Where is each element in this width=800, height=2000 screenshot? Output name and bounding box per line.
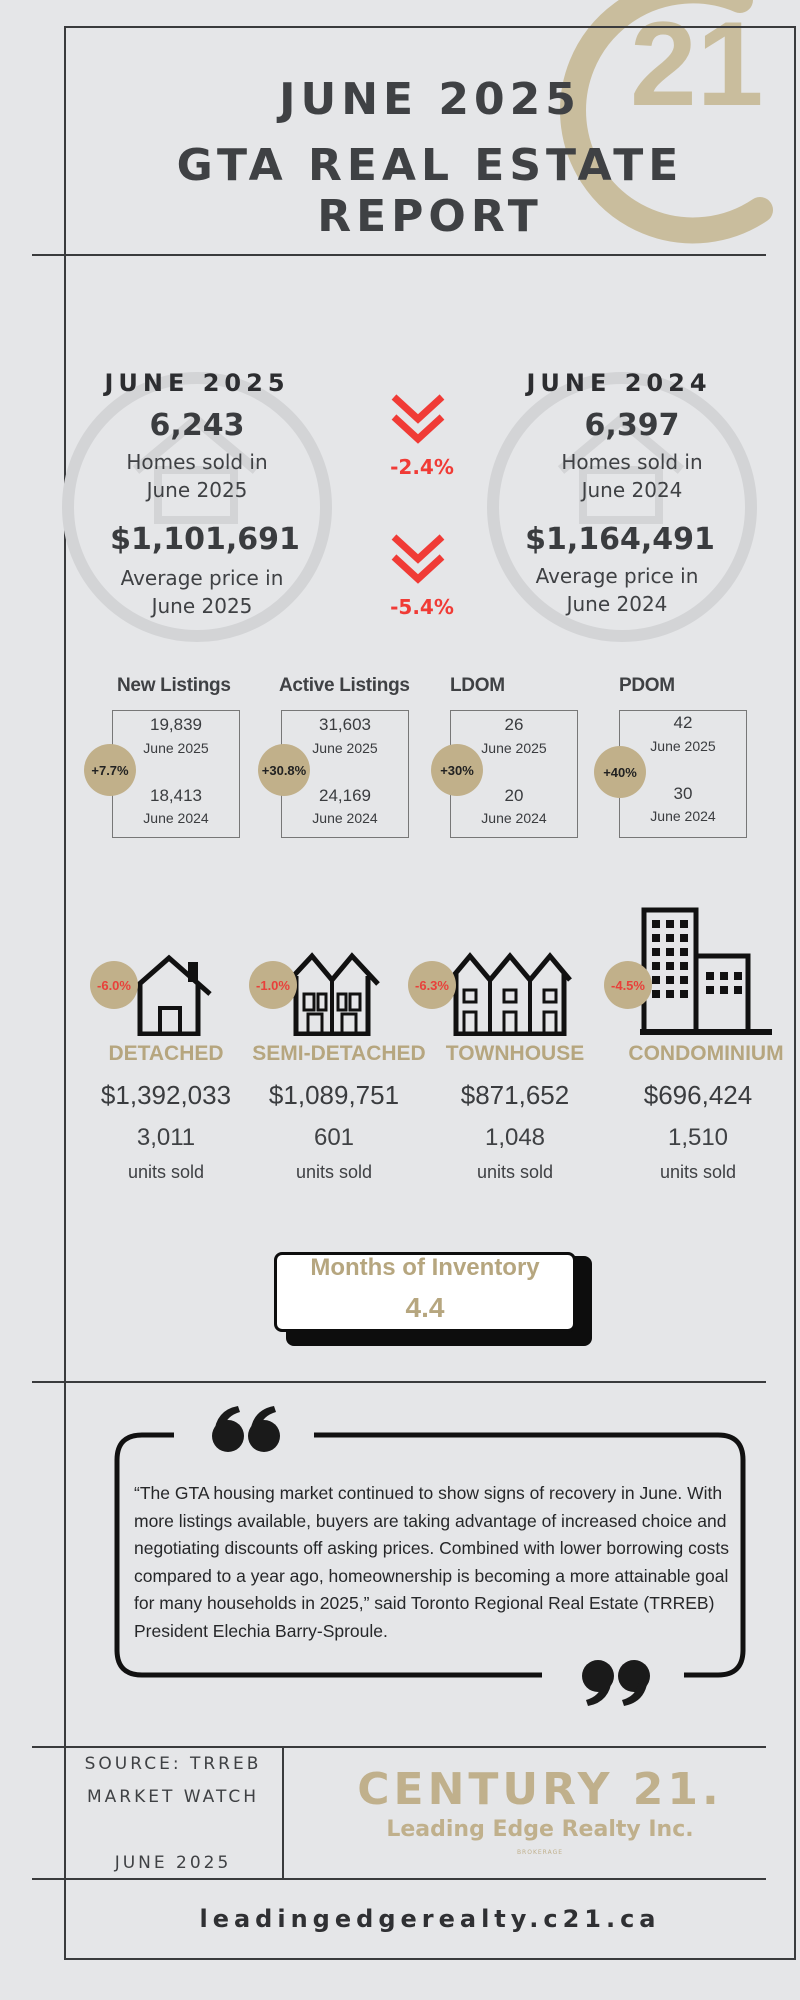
previous-price-label: Average price in [535,564,699,588]
stat-change-badge: +7.7% [84,744,136,796]
stat-date-current: June 2025 [650,738,716,754]
property-avg-price: $696,424 [643,1080,753,1110]
source-date: JUNE 2025 [114,1853,232,1873]
century21-seal-watermark: 21 [560,0,773,244]
stat-change-badge: +40% [594,746,646,798]
stat-value-previous: 18,413 [150,786,202,805]
divider-header [32,254,766,256]
quote-line: “The GTA housing market continued to sho… [134,1483,723,1503]
divider-footer-bottom [32,1878,766,1880]
semi-detached-change-badge: -1.0% [249,961,297,1009]
quote-text: “The GTA housing market continued to sho… [134,1480,734,1645]
source-line-2: MARKET WATCH [86,1787,260,1807]
inventory-label: Months of Inventory [310,1254,540,1281]
semi-detached-house-icon [284,952,380,1036]
property-type-label: CONDOMINIUM [628,1042,784,1065]
previous-price-label-date: June 2024 [566,592,668,616]
inventory-value: 4.4 [405,1292,445,1323]
stat-change-badge: +30% [431,744,483,796]
stat-value-current: 19,839 [150,715,202,734]
stat-date-current: June 2025 [481,740,547,756]
property-type-label: TOWNHOUSE [445,1042,585,1065]
stat-date-previous: June 2024 [650,808,716,824]
divider-footer-vertical [282,1748,284,1878]
open-quote-icon [212,1406,280,1452]
property-units-sold: 601 [313,1124,355,1151]
previous-homes-label-date: June 2024 [581,478,683,502]
property-units-sold: 3,011 [136,1124,196,1151]
chevron-down-icon [391,394,445,444]
property-units-label: units sold [127,1162,205,1182]
property-units-sold: 1,048 [484,1124,546,1151]
stat-date-previous: June 2024 [481,810,547,826]
stat-change-badge: +30.8% [258,744,310,796]
property-units-label: units sold [295,1162,373,1182]
current-price-label-date: June 2025 [151,594,253,618]
current-avg-price: $1,101,691 [110,522,300,557]
source-line-1: SOURCE: TRREB [84,1754,262,1774]
condominium-change-badge: -4.5% [604,961,652,1009]
stat-title-active-listings: Active Listings [279,675,410,696]
stat-date-current: June 2025 [312,740,378,756]
detached-house-icon [126,954,212,1036]
property-type-label: SEMI-DETACHED [252,1042,426,1065]
condominium-building-icon [640,907,772,1035]
divider-footer-top [32,1746,766,1748]
brokerage-tag: BROKERAGE [516,1849,564,1856]
previous-year-label: JUNE 2024 [526,369,712,397]
quote-frame [114,1432,746,1678]
quote-line: for many households in 2025,” said Toron… [134,1593,715,1613]
stat-value-current: 31,603 [319,715,371,734]
stat-value-previous: 20 [504,786,524,805]
house-outline-icon [132,413,260,524]
page-frame [64,26,796,1960]
stat-value-previous: 24,169 [319,786,371,805]
property-avg-price: $1,392,033 [100,1080,232,1110]
townhouse-icon [448,952,572,1036]
report-title: GTA REAL ESTATE REPORT [176,140,684,242]
current-homes-label: Homes sold in [126,450,268,474]
property-type-label: DETACHED [108,1042,224,1065]
inventory-box [274,1252,576,1332]
current-year-label: JUNE 2025 [104,369,290,397]
stat-date-current: June 2025 [143,740,209,756]
stat-value-current: 42 [673,713,693,732]
previous-homes-sold: 6,397 [584,408,680,443]
property-units-label: units sold [659,1162,737,1182]
quote-line: negotiating discounts off asking prices.… [134,1538,729,1558]
current-price-label: Average price in [120,566,284,590]
quote-line: President Elechia Barry-Sproule. [134,1620,388,1641]
stat-value-current: 26 [504,715,524,734]
quote-line: more listings available, buyers are taki… [134,1510,727,1531]
property-avg-price: $871,652 [460,1080,570,1110]
chevron-down-icon [391,534,445,584]
svg-text:21: 21 [630,0,763,131]
current-homes-sold: 6,243 [149,408,245,443]
property-avg-price: $1,089,751 [268,1080,400,1110]
property-units-sold: 1,510 [667,1124,729,1151]
century21-logo-text: CENTURY 21. [357,1764,723,1815]
close-quote-icon [582,1660,650,1706]
detached-change-badge: -6.0% [90,961,138,1009]
townhouse-change-badge: -6.3% [408,961,456,1009]
stat-date-previous: June 2024 [312,810,378,826]
property-units-label: units sold [476,1162,554,1182]
brokerage-name: Leading Edge Realty Inc. [386,1817,694,1842]
quote-line: compared to a year ago, homeownership is… [134,1565,729,1586]
stat-date-previous: June 2024 [143,810,209,826]
sales-change: -2.4% [390,455,454,479]
website-link[interactable]: leadingedgerealty.c21.ca [199,1905,661,1933]
previous-homes-label: Homes sold in [561,450,703,474]
report-month: JUNE 2025 [279,74,581,125]
divider-quote-top [32,1381,766,1383]
price-change: -5.4% [390,595,454,619]
previous-avg-price: $1,164,491 [525,522,715,557]
stat-title-ldom: LDOM [450,675,505,696]
house-outline-icon [557,413,685,524]
stat-title-new-listings: New Listings [117,675,231,696]
stat-title-pdom: PDOM [619,675,675,696]
current-homes-label-date: June 2025 [146,478,248,502]
stat-value-previous: 30 [673,784,693,803]
